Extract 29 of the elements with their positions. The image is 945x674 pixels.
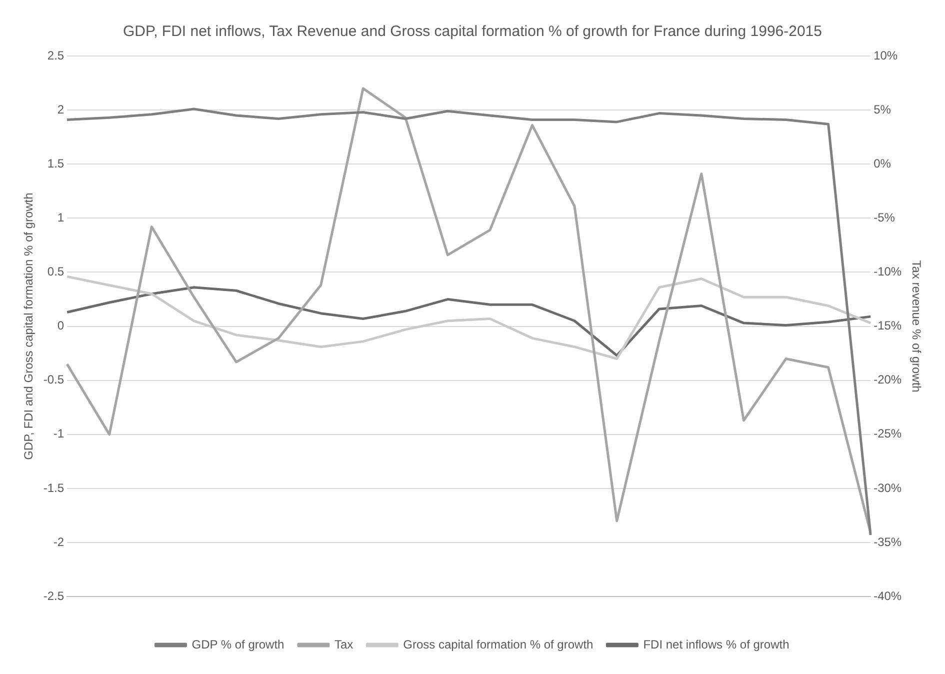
y-tick-label: -1 [53, 426, 64, 441]
legend-label: Tax [334, 637, 354, 652]
chart-title: GDP, FDI net inflows, Tax Revenue and Gross capital formation % of growth for France during 1996-2015 [123, 23, 822, 40]
legend-label: GDP % of growth [192, 637, 284, 652]
y2-tick-label: -30% [874, 480, 902, 495]
y-axis-title: GDP, FDI and Gross capital formation % of growth [22, 192, 36, 460]
y2-tick-label: 10% [874, 48, 898, 62]
y-tick-label: -0.5 [43, 372, 64, 387]
y2-tick-label: -10% [874, 264, 902, 279]
y2-tick-label: -15% [874, 318, 902, 333]
y2-tick-label: -40% [874, 588, 902, 603]
y-tick-label: 2.5 [47, 48, 64, 62]
y-tick-label: 1.5 [47, 156, 64, 170]
y-tick-label: 0.5 [47, 264, 64, 279]
y2-tick-label: 5% [874, 102, 892, 116]
y-tick-label: 0 [57, 318, 64, 333]
y2-axis-title: Tax revenue % of growth [909, 260, 924, 392]
y-tick-label: 1 [57, 210, 64, 224]
y-tick-label: -2.5 [43, 588, 64, 603]
y2-tick-label: -25% [874, 426, 902, 441]
y-tick-label: -1.5 [43, 480, 64, 495]
y-tick-label: 2 [57, 102, 64, 116]
y-tick-label: -2 [53, 534, 64, 549]
y2-tick-label: -5% [874, 210, 896, 224]
y2-tick-label: -20% [874, 372, 902, 387]
legend-label: Gross capital formation % of growth [403, 637, 594, 652]
legend-label: FDI net inflows % of growth [643, 637, 790, 652]
y2-tick-label: -35% [874, 534, 902, 549]
y2-tick-label: 0% [874, 156, 892, 170]
